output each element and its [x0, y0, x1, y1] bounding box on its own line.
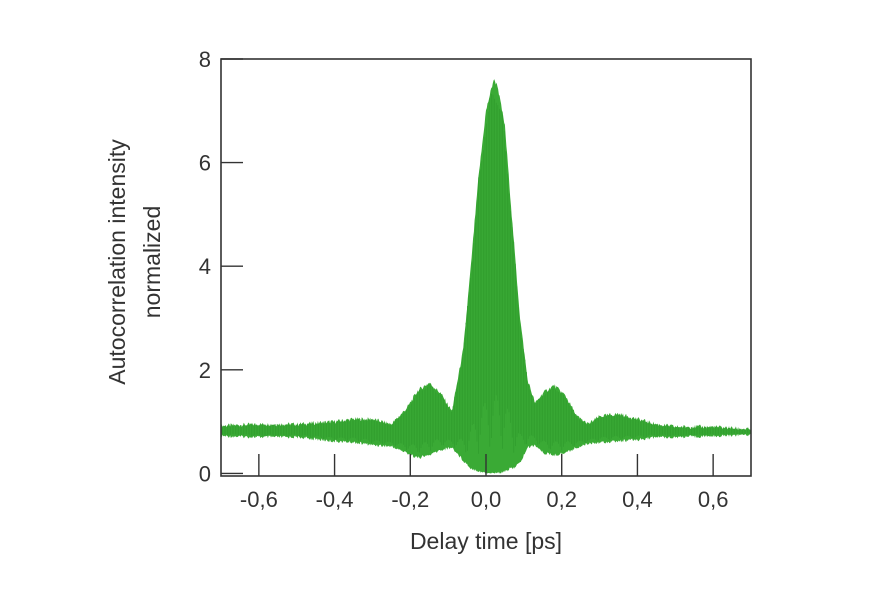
interference-fringes [221, 94, 751, 454]
x-tick-label: -0,4 [316, 487, 354, 512]
y-tick-label: 4 [199, 254, 211, 279]
y-axis-title-line-1: Autocorrelation intensity [104, 139, 130, 385]
data-layer [221, 79, 751, 474]
x-tick-label: -0,6 [240, 487, 278, 512]
y-axis-ticks: 0 2 4 6 8 [199, 47, 243, 486]
x-tick-label: 0,4 [622, 487, 653, 512]
x-tick-label: 0,2 [546, 487, 577, 512]
y-tick-label: 8 [199, 47, 211, 72]
signal-envelope-area [221, 79, 751, 474]
x-tick-label: 0,6 [698, 487, 729, 512]
x-axis-ticks: -0,6 -0,4 -0,2 0,0 0,2 0,4 0,6 [240, 454, 729, 512]
y-tick-label: 0 [199, 461, 211, 486]
x-tick-label: 0,0 [471, 487, 502, 512]
y-tick-label: 6 [199, 151, 211, 176]
y-tick-label: 2 [199, 358, 211, 383]
x-axis-title: Delay time [ps] [410, 528, 562, 554]
y-axis-title-line-2: normalized [139, 206, 165, 319]
x-tick-label: -0,2 [391, 487, 429, 512]
